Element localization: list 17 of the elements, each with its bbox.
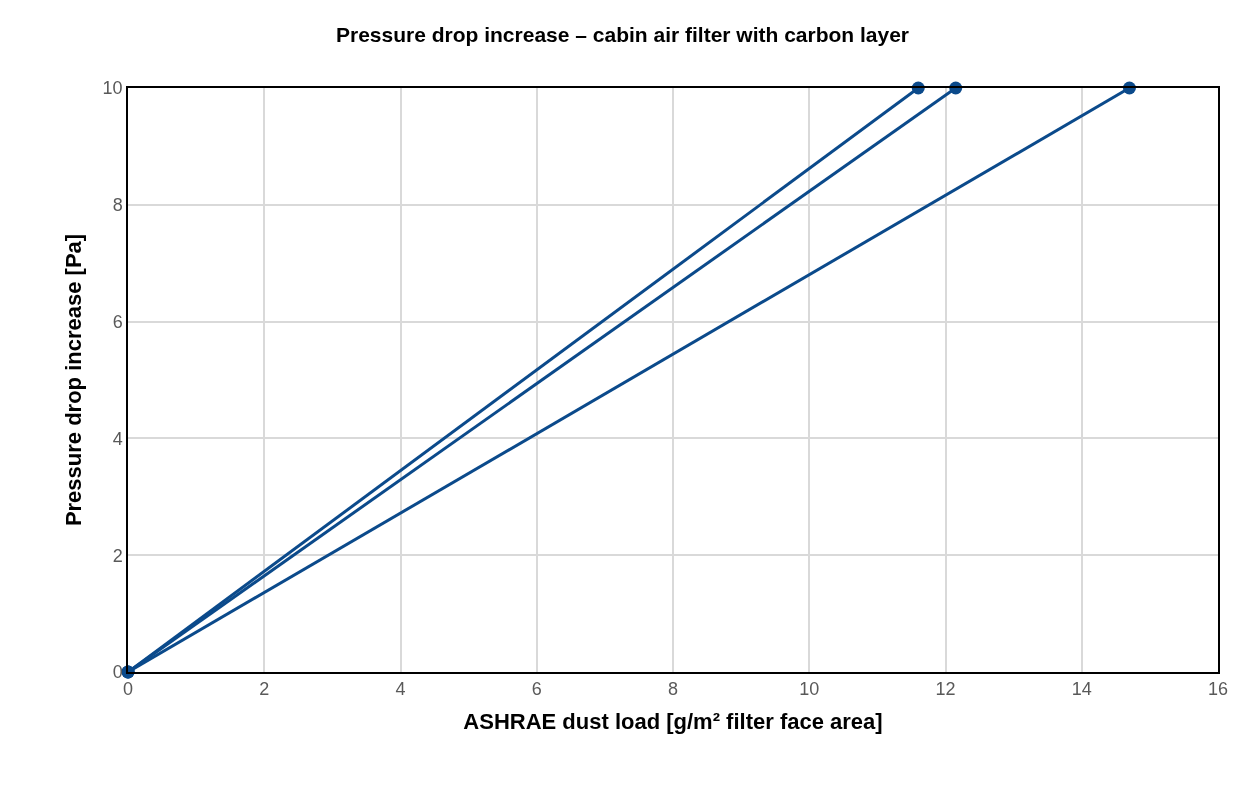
x-tick-label: 2 (259, 679, 270, 700)
x-tick-label: 10 (799, 679, 820, 700)
y-tick-label: 6 (112, 311, 123, 332)
x-tick-label: 12 (935, 679, 956, 700)
y-tick-label: 8 (112, 195, 123, 216)
y-axis-title: Pressure drop increase [Pa] (60, 233, 86, 527)
x-tick-label: 8 (667, 679, 679, 700)
y-tick-label: 2 (112, 545, 123, 566)
y-tick-label: 4 (112, 428, 123, 449)
y-tick-label: 10 (102, 78, 123, 99)
x-tick-label: 14 (1071, 679, 1092, 700)
x-tick-label: 4 (395, 679, 406, 700)
x-tick-label: 16 (1207, 679, 1229, 700)
x-tick-label: 6 (531, 679, 542, 700)
chart-title: Pressure drop increase – cabin air filter with carbon layer (335, 23, 910, 47)
y-tick-label: 0 (112, 662, 123, 683)
x-axis-title: ASHRAE dust load [g/m² filter face area] (463, 708, 883, 734)
